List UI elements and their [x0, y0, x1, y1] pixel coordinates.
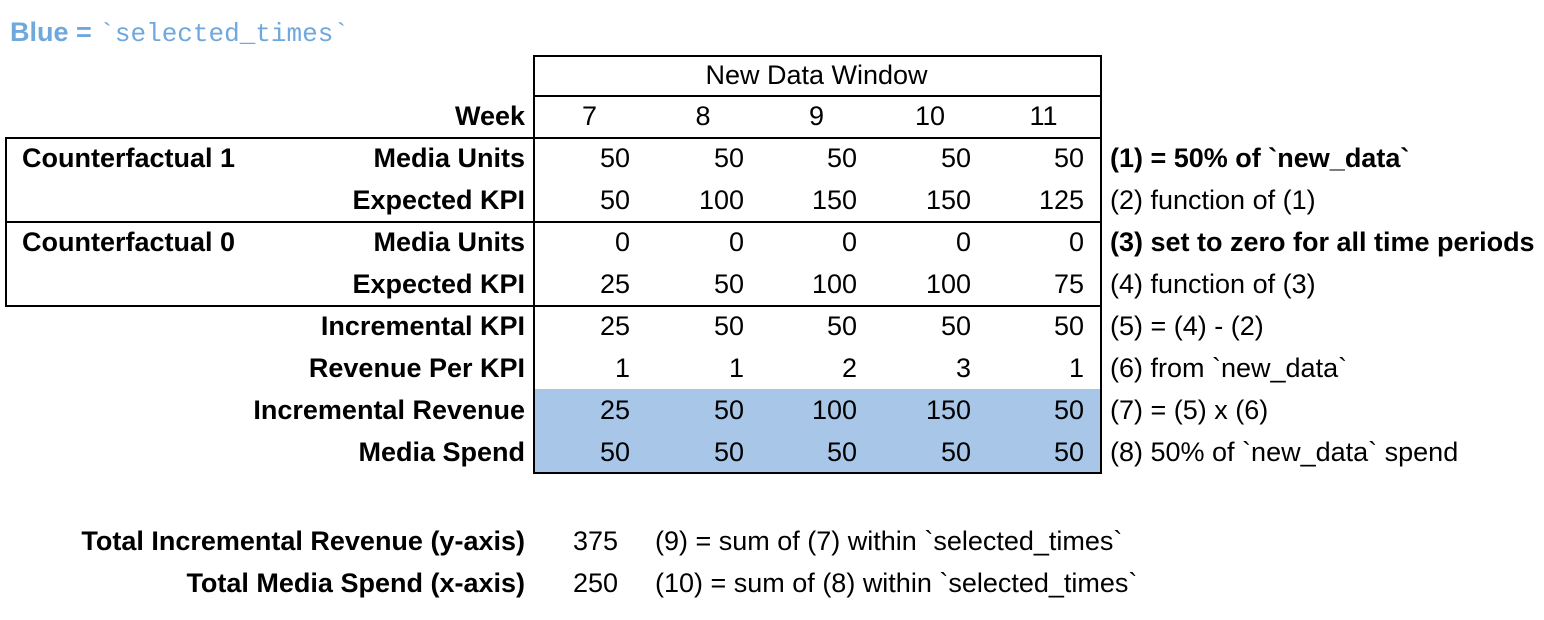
counterfactual-0-label: Counterfactual 0: [22, 227, 236, 257]
legend-selected-times-code: `selected_times`: [99, 19, 349, 49]
total-incremental-revenue-value: 375: [572, 526, 618, 556]
table-cell: 50: [599, 185, 630, 215]
annotation-5: (5) = (4) - (2): [1110, 311, 1264, 341]
table-cell: 50: [713, 311, 744, 341]
table-cell-highlighted: 100: [811, 395, 857, 425]
border-under-week-row-line: [5, 137, 1102, 139]
table-cell: 50: [940, 143, 971, 173]
table-cell: 3: [955, 353, 971, 383]
annotation-3: (3) set to zero for all time periods: [1110, 227, 1535, 257]
table-cell: 150: [925, 185, 971, 215]
annotation-4: (4) function of (3): [1110, 269, 1316, 299]
table-cell: 0: [955, 227, 971, 257]
week-column-header: 9: [808, 101, 825, 131]
table-cell: 0: [614, 227, 630, 257]
border-data-left-line: [533, 55, 535, 474]
week-column-header: 8: [695, 101, 711, 131]
annotation-9: (9) = sum of (7) within `selected_times`: [655, 526, 1123, 556]
annotation-10: (10) = sum of (8) within `selected_times…: [655, 568, 1138, 598]
total-incremental-revenue-label: Total Incremental Revenue (y-axis): [81, 526, 525, 556]
table-cell: 0: [1068, 227, 1084, 257]
annotation-6: (6) from `new_data`: [1110, 353, 1348, 383]
table-cell: 50: [826, 311, 857, 341]
annotation-1: (1) = 50% of `new_data`: [1110, 143, 1410, 173]
border-data-right-line: [1100, 55, 1102, 474]
row-label-expected-kpi-cf0: Expected KPI: [352, 269, 525, 299]
new-data-window-header: New Data Window: [705, 60, 928, 90]
row-label-expected-kpi-cf1: Expected KPI: [352, 185, 525, 215]
table-cell-highlighted: 50: [599, 437, 630, 467]
table-cell: 75: [1053, 269, 1084, 299]
table-cell: 25: [599, 311, 630, 341]
total-media-spend-value: 250: [572, 568, 618, 598]
annotation-2: (2) function of (1): [1110, 185, 1316, 215]
table-cell: 0: [841, 227, 857, 257]
table-cell: 50: [940, 311, 971, 341]
row-label-media-units-cf1: Media Units: [373, 143, 525, 173]
border-under-window-header-line: [533, 95, 1102, 97]
table-cell-highlighted: 25: [599, 395, 630, 425]
legend-blue-label: Blue =: [10, 17, 100, 47]
selected-times-highlight: [535, 389, 1100, 472]
border-top-line: [533, 55, 1102, 57]
table-cell: 100: [698, 185, 744, 215]
row-label-incremental-revenue: Incremental Revenue: [253, 395, 525, 425]
annotation-8: (8) 50% of `new_data` spend: [1110, 437, 1459, 467]
table-cell-highlighted: 50: [713, 437, 744, 467]
week-column-header: 11: [1029, 101, 1058, 131]
table-cell-highlighted: 50: [826, 437, 857, 467]
total-media-spend-label: Total Media Spend (x-axis): [186, 568, 525, 598]
table-cell: 50: [1053, 143, 1084, 173]
counterfactual-1-label: Counterfactual 1: [22, 143, 236, 173]
table-cell: 0: [728, 227, 744, 257]
table-cell: 100: [925, 269, 971, 299]
table-cell: 1: [614, 353, 630, 383]
week-column-header: 10: [914, 101, 946, 131]
table-cell: 50: [599, 143, 630, 173]
border-bottom-line: [533, 472, 1102, 474]
week-column-header: 7: [581, 101, 598, 131]
table-cell: 25: [599, 269, 630, 299]
table-cell: 125: [1038, 185, 1084, 215]
table-cell: 50: [713, 143, 744, 173]
table-cell: 50: [1053, 311, 1084, 341]
table-cell-highlighted: 150: [925, 395, 971, 425]
row-label-media-spend: Media Spend: [358, 437, 525, 467]
annotation-7: (7) = (5) x (6): [1110, 395, 1269, 425]
border-left-labels-line: [5, 137, 7, 307]
legend: Blue = `selected_times`: [10, 14, 349, 50]
border-counterfactual1-bottom-line: [5, 221, 1102, 223]
table-cell: 50: [713, 269, 744, 299]
row-label-incremental-kpi: Incremental KPI: [320, 311, 525, 341]
table-cell: 50: [826, 143, 857, 173]
table-cell: 100: [811, 269, 857, 299]
week-label: Week: [454, 101, 525, 131]
table-cell-highlighted: 50: [1053, 395, 1084, 425]
table-cell: 2: [841, 353, 857, 383]
table-cell: 1: [728, 353, 744, 383]
table-cell-highlighted: 50: [1053, 437, 1084, 467]
row-label-media-units-cf0: Media Units: [373, 227, 525, 257]
table-cell: 1: [1068, 353, 1084, 383]
table-cell-highlighted: 50: [713, 395, 744, 425]
table-cell: 150: [811, 185, 857, 215]
border-counterfactual0-bottom-line: [5, 305, 1102, 307]
row-label-revenue-per-kpi: Revenue Per KPI: [308, 353, 525, 383]
table-cell-highlighted: 50: [940, 437, 971, 467]
